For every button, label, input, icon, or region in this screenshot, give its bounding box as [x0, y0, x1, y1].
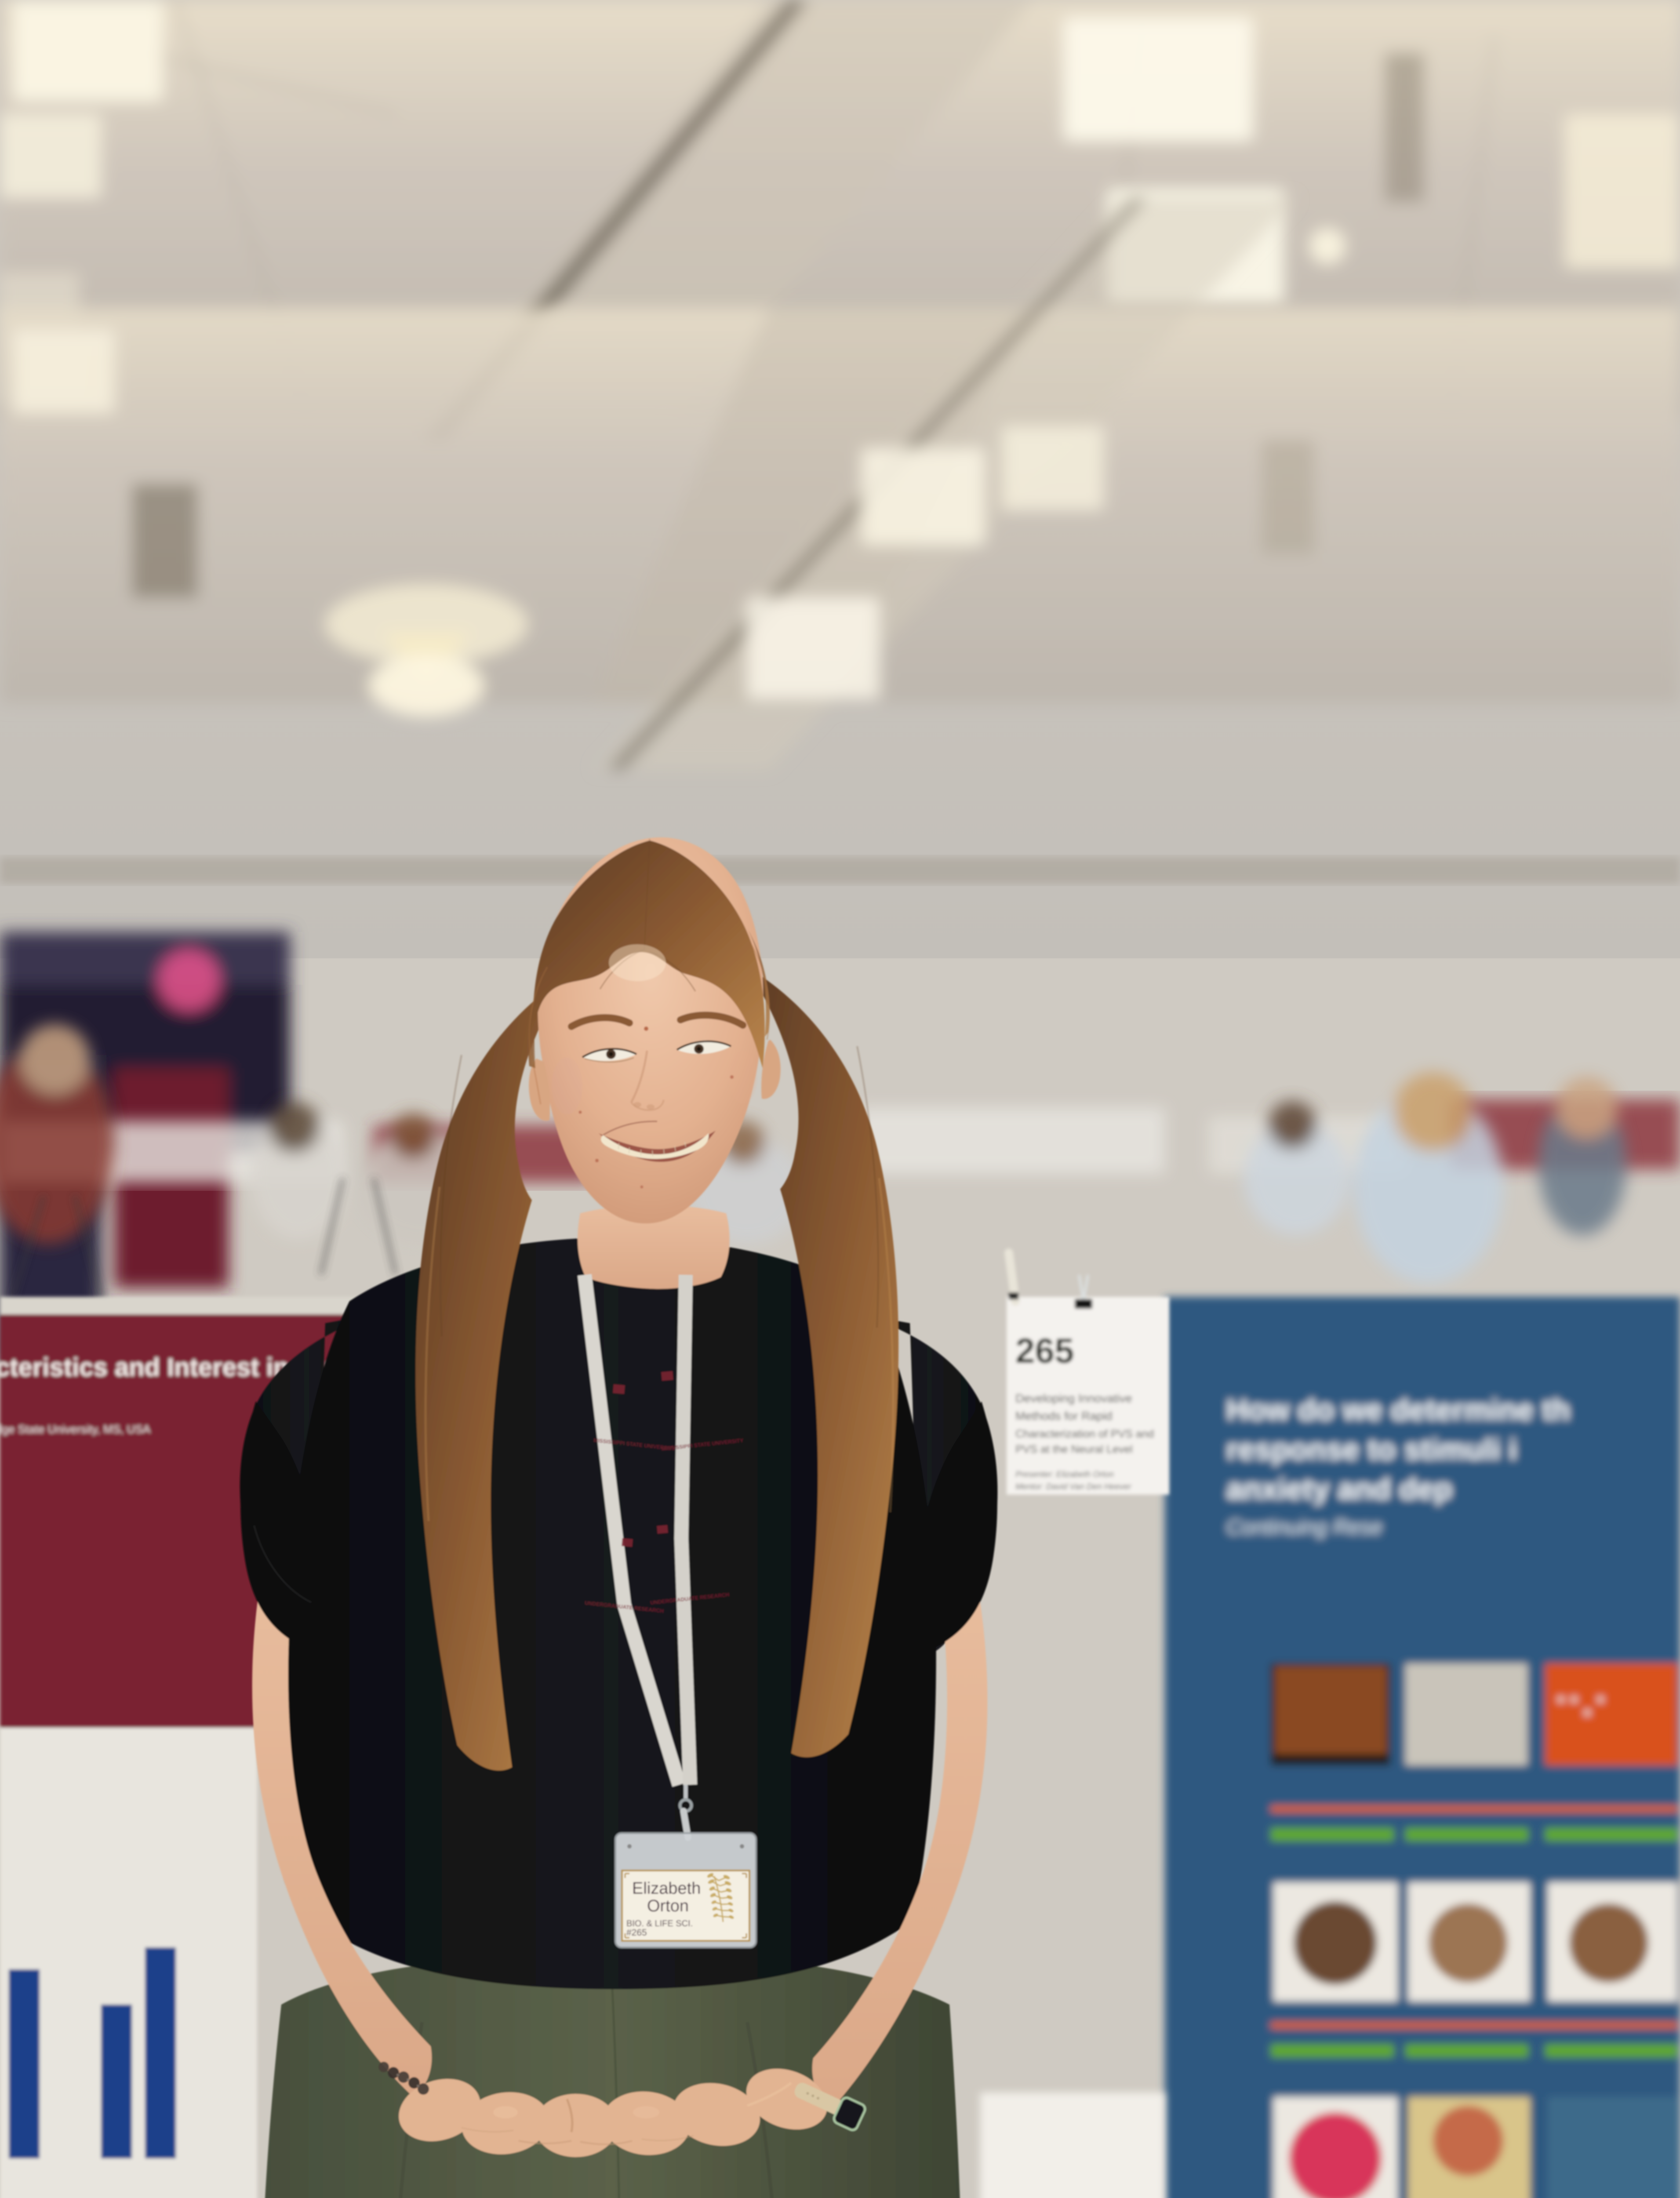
svg-text:Orton: Orton — [647, 1897, 689, 1915]
svg-text:#265: #265 — [626, 1928, 647, 1938]
svg-text:PVS at the Neural Level: PVS at the Neural Level — [1015, 1443, 1133, 1456]
svg-text:Elizabeth: Elizabeth — [632, 1879, 701, 1898]
svg-text:Methods for Rapid: Methods for Rapid — [1015, 1409, 1113, 1423]
svg-text:265: 265 — [1015, 1331, 1074, 1370]
svg-text:anxiety and dep: anxiety and dep — [1226, 1472, 1452, 1506]
svg-text:Developing Innovative: Developing Innovative — [1015, 1392, 1132, 1405]
svg-text:response to stimuli i: response to stimuli i — [1226, 1433, 1517, 1466]
svg-text:How do we determine th: How do we determine th — [1226, 1393, 1570, 1427]
svg-text:Characterization of PVS and: Characterization of PVS and — [1015, 1428, 1154, 1440]
svg-text:Presenter: Elizabeth Orton: Presenter: Elizabeth Orton — [1015, 1470, 1114, 1479]
svg-text:Mentor: David Van Den Heever: Mentor: David Van Den Heever — [1015, 1482, 1131, 1492]
svg-text:Continuing Rese: Continuing Rese — [1226, 1516, 1382, 1539]
svg-text:BIO. & LIFE SCI.: BIO. & LIFE SCI. — [626, 1919, 693, 1929]
svg-text:dge State University, MS, USA: dge State University, MS, USA — [0, 1423, 151, 1436]
